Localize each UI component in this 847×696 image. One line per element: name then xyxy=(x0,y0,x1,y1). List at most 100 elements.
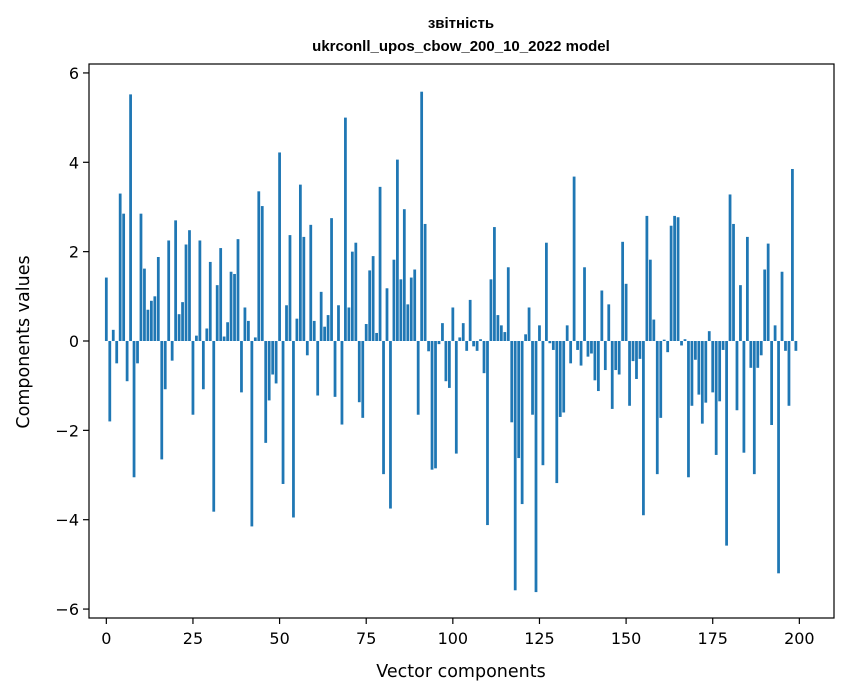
bar-46 xyxy=(264,341,268,443)
bar-72 xyxy=(354,242,358,341)
y-axis-label: Components values xyxy=(14,255,34,428)
bar-174 xyxy=(707,331,711,341)
bar-25 xyxy=(191,341,195,415)
bar-93 xyxy=(427,341,430,352)
bar-8 xyxy=(132,341,136,478)
bar-105 xyxy=(468,299,472,341)
bar-188 xyxy=(756,341,760,368)
bar-63 xyxy=(323,326,327,341)
bar-149 xyxy=(621,241,625,341)
bar-175 xyxy=(711,341,715,393)
bar-150 xyxy=(624,283,628,341)
bar-40 xyxy=(243,307,247,341)
bar-53 xyxy=(288,235,292,341)
bar-series xyxy=(104,91,798,593)
bar-29 xyxy=(205,328,209,341)
bar-88 xyxy=(409,277,413,341)
bar-66 xyxy=(333,341,337,397)
bar-37 xyxy=(233,273,236,341)
chart-subtitle: ukrconll_upos_cbow_200_10_2022 model xyxy=(312,38,610,55)
bar-28 xyxy=(201,341,205,390)
bar-170 xyxy=(694,341,697,360)
bar-64 xyxy=(326,315,330,341)
bar-125 xyxy=(538,325,541,341)
bar-164 xyxy=(673,215,676,341)
bar-171 xyxy=(697,341,701,395)
bar-62 xyxy=(319,291,323,341)
bar-55 xyxy=(295,318,299,341)
bar-114 xyxy=(499,325,503,341)
bar-122 xyxy=(527,307,531,341)
bar-59 xyxy=(309,224,313,341)
x-tick-label: 0 xyxy=(101,629,111,648)
bar-99 xyxy=(447,341,451,388)
bar-179 xyxy=(725,341,728,546)
bar-94 xyxy=(430,341,434,470)
bar-167 xyxy=(683,339,687,341)
bar-177 xyxy=(718,341,722,402)
bar-112 xyxy=(493,227,496,341)
bar-118 xyxy=(513,341,517,591)
bar-160 xyxy=(659,341,663,418)
bar-155 xyxy=(642,341,645,516)
bar-187 xyxy=(752,341,756,475)
bar-58 xyxy=(305,341,309,356)
bar-144 xyxy=(603,341,607,371)
bar-101 xyxy=(454,341,458,454)
bar-2 xyxy=(111,329,115,341)
bar-140 xyxy=(590,341,593,354)
bar-48 xyxy=(271,341,275,375)
bar-153 xyxy=(635,341,638,379)
bar-184 xyxy=(742,341,746,453)
bar-32 xyxy=(215,285,219,341)
x-tick-label: 50 xyxy=(269,629,289,648)
bar-95 xyxy=(434,341,437,469)
x-tick-label: 175 xyxy=(697,629,728,648)
bar-98 xyxy=(444,341,448,382)
bar-4 xyxy=(118,193,122,341)
bar-173 xyxy=(704,341,708,403)
bar-198 xyxy=(791,168,794,341)
bar-56 xyxy=(298,184,302,341)
bar-199 xyxy=(794,341,798,351)
bar-139 xyxy=(586,341,590,357)
bar-147 xyxy=(614,341,618,371)
bar-196 xyxy=(784,341,787,351)
bar-145 xyxy=(607,304,611,341)
bar-68 xyxy=(340,341,344,425)
bar-166 xyxy=(680,341,683,346)
bar-74 xyxy=(361,341,365,418)
bar-47 xyxy=(267,341,271,401)
y-tick-label: 6 xyxy=(69,64,79,83)
bar-20 xyxy=(174,220,178,341)
bar-133 xyxy=(565,325,569,341)
bar-183 xyxy=(739,285,742,341)
bar-91 xyxy=(420,91,424,341)
bar-83 xyxy=(392,259,396,341)
bar-23 xyxy=(184,244,188,341)
bar-127 xyxy=(545,242,548,341)
bar-169 xyxy=(690,341,694,406)
bar-36 xyxy=(229,271,233,341)
x-tick-label: 100 xyxy=(438,629,469,648)
bar-109 xyxy=(482,341,486,374)
bar-12 xyxy=(146,309,150,341)
bar-152 xyxy=(631,341,635,362)
x-axis-label: Vector components xyxy=(376,662,545,682)
bar-15 xyxy=(156,257,160,341)
bar-73 xyxy=(357,341,361,403)
bar-111 xyxy=(489,279,493,341)
bar-60 xyxy=(312,320,316,341)
y-axis-ticks: −6 −4 −2 0 2 4 6 xyxy=(55,64,89,619)
bar-176 xyxy=(714,341,718,455)
bar-103 xyxy=(461,323,465,341)
bar-106 xyxy=(472,341,476,347)
bar-31 xyxy=(212,341,216,512)
bar-134 xyxy=(569,341,573,364)
bar-87 xyxy=(406,304,410,341)
bar-148 xyxy=(617,341,621,375)
bar-124 xyxy=(534,341,538,593)
bar-10 xyxy=(139,213,143,341)
bar-104 xyxy=(465,341,469,351)
x-tick-label: 25 xyxy=(183,629,203,648)
